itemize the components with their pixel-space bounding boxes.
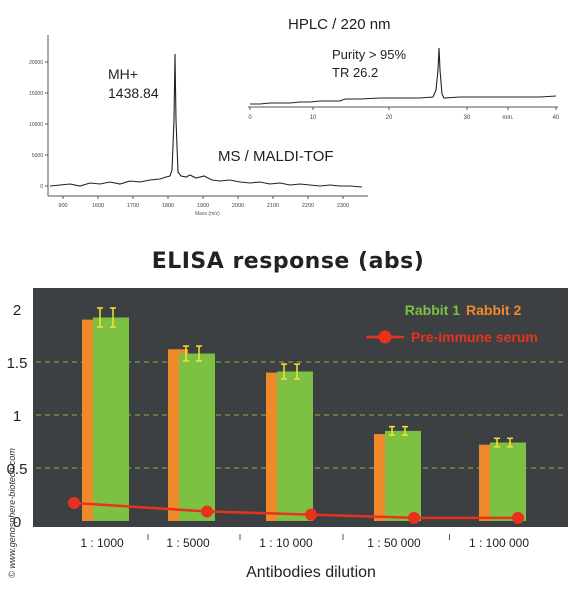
error-bars [97,307,513,448]
x-tick-label: 1 : 10 000 [259,536,313,550]
y-axis-ticks: 0 0.5 1 1.5 2 [7,302,28,531]
bar-rabbit-1 [385,430,421,521]
hplc-purity-text: Purity > 95% [332,47,407,62]
legend-rabbit-2: Rabbit 2 [466,302,521,318]
x-axis-ticks: 1 : 1000 1 : 5000 1 : 10 000 1 : 50 000 1 : … [80,534,529,550]
ms-x-tick-label: 2000 [232,203,244,209]
pre-immune-point [201,505,213,518]
ms-label: MS / MALDI-TOF [218,148,334,165]
bar-rabbit-1 [93,317,129,521]
ms-x-tick-label: 1600 [92,203,104,209]
ms-x-tick-label: 2200 [302,203,314,209]
ms-peak-label-mass: 1438.84 [108,85,159,101]
y-tick-label: 0.5 [7,461,28,478]
hplc-x-tick-label: 30 [464,115,471,121]
ms-y-tick-label: 5000 [32,153,43,159]
pre-immune-point [68,496,80,509]
hplc-x-tick-label: 0 [248,115,252,121]
bar-rabbit-1 [277,371,313,521]
hplc-tr-text: TR 26.2 [332,65,378,80]
bars [82,317,526,521]
ms-x-tick-label: 2100 [267,203,279,209]
ms-y-tick-label: 15000 [29,91,43,97]
hplc-x-tick-label: 20 [386,115,393,121]
legend-rabbit-1: Rabbit 1 [405,302,460,318]
hplc-trace [250,47,557,105]
hplc-x-tick-label: 10 [310,115,317,121]
x-axis-label: Antibodies dilution [246,564,376,581]
bar-rabbit-1 [490,442,526,521]
y-tick-label: 1.5 [7,355,28,372]
legend-pre-immune-marker [378,330,392,344]
pre-immune-series [68,496,524,524]
hplc-x-ticks: 0 10 20 30 min. 40 [248,107,560,121]
ms-y-tick-label: 10000 [29,122,43,128]
ms-x-tick-label: 900 [58,203,67,209]
pre-immune-point [408,511,420,524]
pre-immune-point [512,511,524,524]
pre-immune-point [305,508,317,521]
x-tick-label: 1 : 50 000 [367,536,421,550]
legend: Rabbit 1 Rabbit 2 Pre-immune serum [366,302,538,345]
ms-y-tick-label: 0 [40,184,43,190]
x-tick-label: 1 : 5000 [166,536,210,550]
hplc-chromatogram: 0 10 20 30 min. 40 [248,47,560,121]
ms-trace [49,53,363,188]
x-tick-label: 1 : 100 000 [469,536,529,550]
ms-x-tick-label: 1800 [162,203,174,209]
credit-text: © www.genosphere-biotech.com [7,448,17,578]
ms-y-ticks: 0 5000 10000 15000 20000 [29,60,48,190]
hplc-x-tick-label: min. [502,115,514,121]
ms-peak-label-mh: MH+ [108,66,138,82]
elisa-chart: 00.511.52 1 : 1000 1 : 5000 1 : 10 000 1 : … [7,288,568,581]
ms-y-tick-label: 20000 [29,60,43,66]
bar-rabbit-1 [179,353,215,521]
ms-x-tick-label: 1900 [197,203,209,209]
ms-x-tick-label: 2300 [337,203,349,209]
ms-x-tick-label: 1700 [127,203,139,209]
y-tick-label: 1 [13,408,21,425]
y-tick-label: 0 [13,514,21,531]
chart-title: ELISA response (abs) [151,249,425,274]
hplc-label: HPLC / 220 nm [288,16,391,33]
hplc-x-tick-label: 40 [553,115,560,121]
ms-x-axis-label: Mass (m/z) [195,211,220,217]
y-tick-label: 2 [13,302,21,319]
ms-x-ticks: 900 1600 1700 1800 1900 2000 2100 2200 2300 [58,196,349,209]
legend-pre-immune: Pre-immune serum [411,329,538,345]
x-tick-label: 1 : 1000 [80,536,124,550]
